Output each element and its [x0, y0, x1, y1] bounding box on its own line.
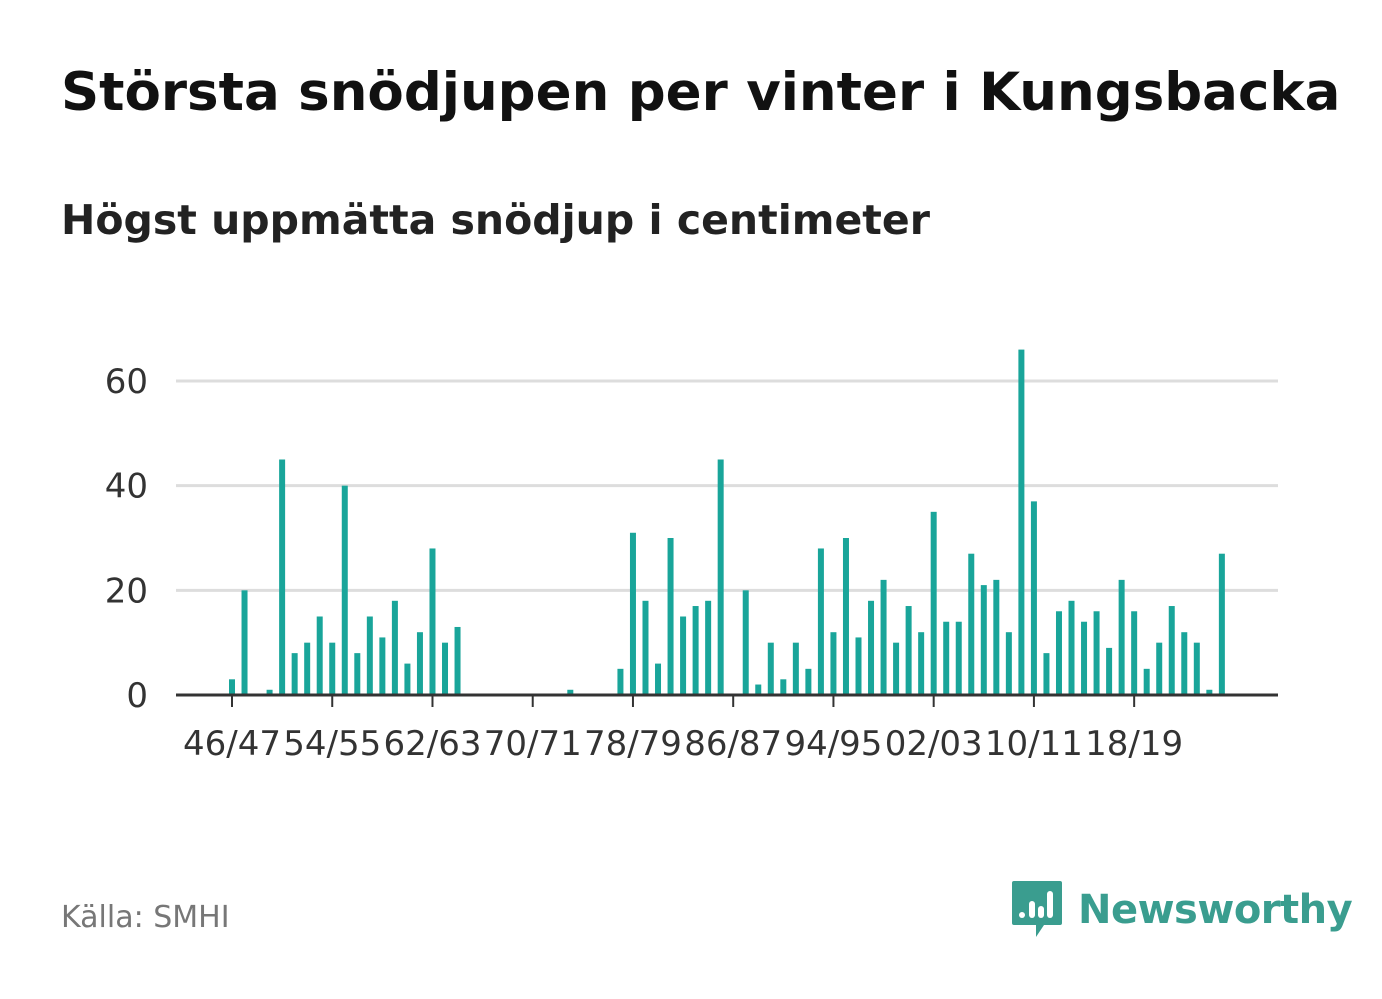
- bar-19/20: [1143, 668, 1150, 695]
- y-tick-label: 40: [105, 467, 148, 507]
- bar-04/05: [955, 621, 962, 695]
- bar-87/88: [742, 590, 749, 695]
- grid-lines: [176, 379, 1278, 592]
- bar-54/55: [329, 642, 336, 695]
- bar-47/48: [241, 590, 248, 695]
- bar-94/95: [830, 632, 837, 695]
- bar-52/53: [304, 642, 311, 695]
- bar-93/94: [817, 548, 824, 695]
- x-tick-label: 86/87: [684, 724, 782, 764]
- x-tick-label: 54/55: [283, 724, 381, 764]
- bar-50/51: [279, 459, 286, 695]
- bar-24/25: [1206, 689, 1213, 695]
- bar-16/17: [1106, 647, 1113, 695]
- x-tick-label: 10/11: [985, 724, 1083, 764]
- bar-58/59: [379, 637, 386, 695]
- bar-77/78: [617, 668, 624, 695]
- bar-17/18: [1118, 579, 1125, 695]
- x-axis: [176, 693, 1278, 707]
- bar-82/83: [680, 616, 687, 695]
- bar-12/13: [1055, 611, 1062, 695]
- bar-89/90: [767, 642, 774, 695]
- y-tick-label: 60: [105, 362, 148, 402]
- x-tick-label: 46/47: [183, 724, 281, 764]
- newsworthy-logo-icon: [1012, 881, 1062, 937]
- logo-text: Newsworthy: [1078, 887, 1353, 933]
- bar-20/21: [1156, 642, 1163, 695]
- y-tick-label: 20: [105, 571, 148, 611]
- newsworthy-logo: Newsworthy: [1010, 878, 1353, 942]
- bar-98/99: [880, 579, 887, 695]
- x-tick-label: 70/71: [484, 724, 582, 764]
- bar-80/81: [655, 663, 662, 695]
- bar-18/19: [1131, 611, 1138, 695]
- bar-07/08: [993, 579, 1000, 695]
- bar-79/80: [642, 600, 649, 695]
- bar-13/14: [1068, 600, 1075, 695]
- bar-02/03: [930, 511, 937, 695]
- y-tick-label: 0: [126, 676, 148, 716]
- chart-title: Största snödjupen per vinter i Kungsback…: [61, 62, 1341, 123]
- source-note: Källa: SMHI: [61, 900, 230, 935]
- bar-92/93: [805, 668, 812, 695]
- x-tick-label: 62/63: [383, 724, 481, 764]
- bar-21/22: [1168, 606, 1175, 695]
- tick-labels: 0 20 40 60 46/47 54/55 62/63 70/71 78/79 86/87 94/…: [105, 362, 1183, 764]
- chart-subtitle: Högst uppmätta snödjup i centimeter: [61, 196, 930, 244]
- bar-09/10: [1018, 349, 1025, 695]
- bar-73/74: [567, 689, 574, 695]
- bar-06/07: [980, 585, 987, 695]
- bar-22/23: [1181, 632, 1188, 695]
- bar-83/84: [692, 606, 699, 695]
- bar-84/85: [705, 600, 712, 695]
- bar-61/62: [416, 632, 423, 695]
- bar-57/58: [366, 616, 373, 695]
- bar-95/96: [842, 538, 849, 695]
- bar-00/01: [905, 606, 912, 695]
- bar-91/92: [792, 642, 799, 695]
- bar-85/86: [717, 459, 724, 695]
- bar-99/00: [893, 642, 900, 695]
- bar-23/24: [1193, 642, 1200, 695]
- bar-88/89: [755, 684, 762, 695]
- bar-14/15: [1081, 621, 1088, 695]
- bar-78/79: [629, 532, 636, 695]
- bar-53/54: [316, 616, 323, 695]
- bar-10/11: [1030, 501, 1037, 695]
- bar-05/06: [968, 553, 975, 695]
- bar-03/04: [943, 621, 950, 695]
- bar-59/60: [391, 600, 398, 695]
- x-tick-label: 78/79: [584, 724, 682, 764]
- bar-97/98: [868, 600, 875, 695]
- x-tick-label: 02/03: [885, 724, 983, 764]
- x-tick-label: 18/19: [1085, 724, 1183, 764]
- bar-15/16: [1093, 611, 1100, 695]
- bar-64/65: [454, 626, 461, 695]
- bar-49/50: [266, 689, 273, 695]
- bar-62/63: [429, 548, 436, 695]
- bar-11/12: [1043, 653, 1050, 695]
- bar-25/26: [1218, 553, 1225, 695]
- x-tick-label: 94/95: [784, 724, 882, 764]
- bar-55/56: [341, 485, 348, 695]
- bar-63/64: [442, 642, 449, 695]
- bar-96/97: [855, 637, 862, 695]
- bar-81/82: [667, 538, 674, 695]
- bar-60/61: [404, 663, 411, 695]
- bar-56/57: [354, 653, 361, 695]
- bar-46/47: [229, 679, 235, 695]
- bars: [229, 349, 1225, 695]
- bar-51/52: [291, 653, 298, 695]
- bar-01/02: [918, 632, 925, 695]
- bar-90/91: [780, 679, 787, 695]
- bar-08/09: [1005, 632, 1012, 695]
